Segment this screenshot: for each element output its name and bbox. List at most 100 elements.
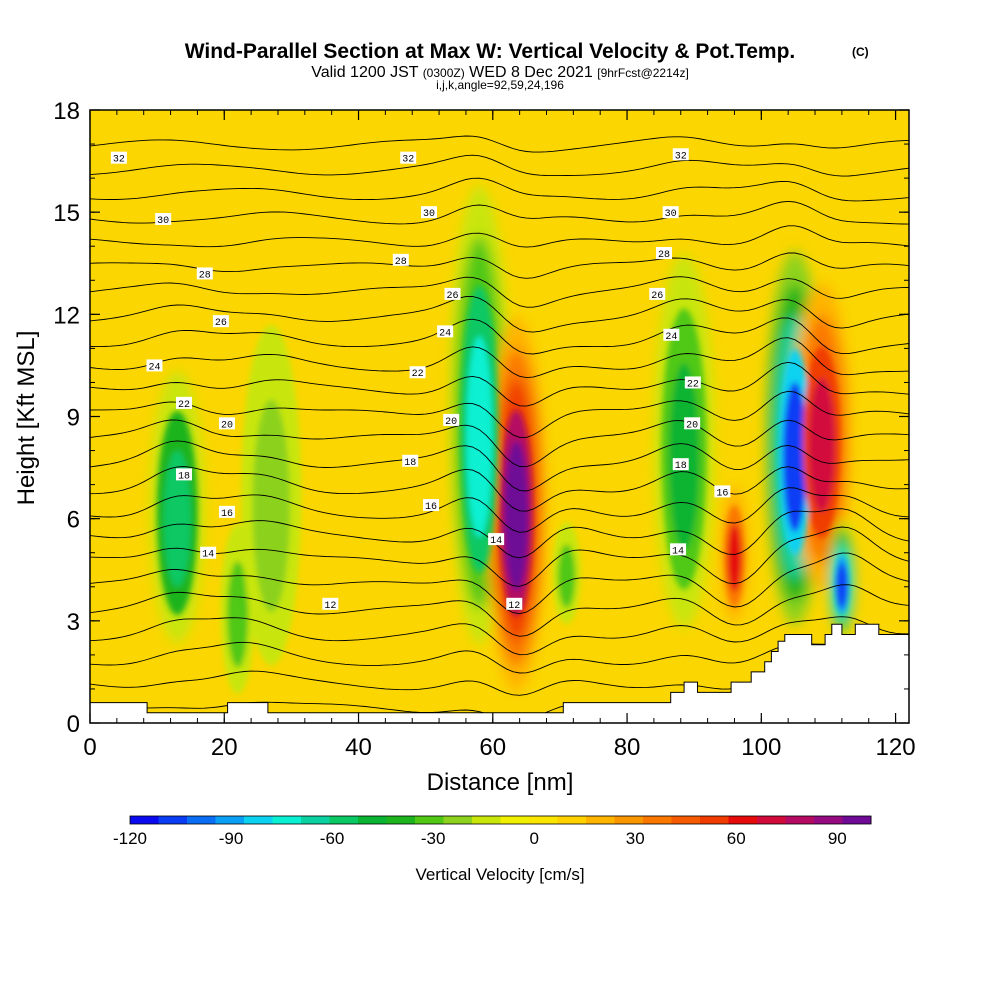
colorbar-tick-label: 60	[727, 829, 746, 848]
svg-text:28: 28	[395, 257, 407, 268]
y-tick-label: 9	[67, 405, 80, 432]
colorbar-swatch	[557, 816, 587, 824]
colorbar-swatch	[700, 816, 729, 824]
x-tick-label: 100	[741, 734, 781, 761]
svg-text:12: 12	[508, 601, 520, 612]
colorbar-swatch	[785, 816, 815, 824]
contour-label: 12	[506, 597, 523, 612]
colorbar-swatch	[187, 816, 216, 824]
contour-label: 16	[218, 505, 235, 520]
contour-label: 14	[200, 546, 217, 561]
plot-area: 32 32 32 30 30 30 28 28 28 26 26 26 24 24 24 22 22 22 20 20…	[90, 110, 909, 723]
colorbar-swatch	[500, 816, 530, 824]
pot-temp-contour-labels: 32 32 32 30 30 30 28 28 28 26 26 26 24 24 24 22 22 22 20 20…	[110, 148, 731, 612]
colorbar-swatch	[329, 816, 359, 824]
chart-subtitle: Valid 1200 JST (0300Z) WED 8 Dec 2021 [9…	[311, 64, 689, 81]
colorbar-swatch	[842, 816, 872, 824]
contour-label: 20	[218, 417, 235, 431]
svg-text:24: 24	[665, 332, 677, 343]
colorbar: -120 -90 -60 -30 0 30 60 90	[113, 815, 872, 848]
svg-text:20: 20	[686, 420, 698, 431]
velocity-cell	[227, 561, 249, 668]
colorbar-swatch	[643, 816, 672, 824]
contour-label: 28	[655, 247, 672, 261]
x-tick-label: 0	[83, 734, 96, 761]
svg-text:16: 16	[716, 488, 728, 499]
contour-label: 28	[196, 267, 213, 281]
y-tick-label: 6	[67, 507, 80, 534]
contour-label: 30	[421, 206, 438, 220]
velocity-cell	[669, 363, 700, 551]
colorbar-swatch	[671, 816, 701, 824]
contour-label: 12	[322, 597, 339, 612]
velocity-cell	[782, 382, 807, 532]
contour-label: 30	[155, 212, 172, 227]
grid-indices: i,j,k,angle=92,59,24,196	[436, 78, 564, 92]
colorbar-swatch	[215, 816, 245, 824]
pot-temp-contour	[90, 526, 909, 587]
svg-text:20: 20	[221, 420, 233, 431]
velocity-cell	[836, 563, 848, 609]
velocity-cell	[163, 450, 191, 587]
colorbar-swatch	[529, 816, 558, 824]
pot-temp-contour	[90, 225, 909, 248]
colorbar-tick-label: 30	[626, 829, 645, 848]
pot-temp-contour	[90, 390, 909, 438]
x-tick-label: 80	[614, 734, 641, 761]
pot-temp-contour	[90, 508, 909, 559]
colorbar-tick-label: -120	[113, 829, 147, 848]
colorbar-swatch	[358, 816, 387, 824]
pot-temp-contour	[90, 641, 909, 674]
pot-temp-contour	[90, 154, 909, 177]
valid-date: WED 8 Dec 2021	[469, 64, 593, 81]
svg-text:26: 26	[215, 318, 227, 329]
velocity-cell	[466, 336, 493, 538]
contour-label: 14	[488, 533, 505, 547]
forecast-info: [9hrFcst@2214z]	[597, 66, 689, 80]
svg-text:30: 30	[157, 216, 169, 227]
colorbar-swatch	[614, 816, 644, 824]
svg-text:26: 26	[447, 291, 459, 302]
colorbar-tick-label: -90	[219, 829, 244, 848]
contour-label: 26	[212, 315, 229, 329]
pot-temp-contour	[90, 584, 909, 637]
colorbar-swatch	[158, 816, 188, 824]
y-axis-title: Height [Kft MSL]	[13, 331, 40, 506]
valid-time: Valid 1200 JST	[311, 64, 419, 81]
contour-label: 32	[110, 151, 127, 166]
pot-temp-contour	[90, 466, 909, 512]
y-tick-label: 12	[53, 302, 80, 329]
svg-text:30: 30	[665, 209, 677, 220]
x-tick-label: 120	[876, 734, 916, 761]
terrain-mask	[90, 623, 909, 723]
contour-label: 20	[684, 417, 701, 431]
pot-temp-contour	[90, 616, 909, 656]
colorbar-swatch	[443, 816, 473, 824]
svg-text:32: 32	[675, 151, 687, 162]
pot-temp-contour	[90, 317, 909, 355]
pot-temp-contour	[90, 276, 909, 308]
velocity-cell	[504, 440, 529, 591]
pot-temp-contour	[90, 487, 909, 533]
colorbar-swatch	[272, 816, 302, 824]
svg-text:24: 24	[439, 328, 451, 339]
svg-text:18: 18	[675, 461, 687, 472]
contour-label: 18	[402, 454, 419, 469]
contour-label: 26	[444, 287, 461, 302]
velocity-cell	[557, 544, 576, 609]
colorbar-swatch	[415, 816, 444, 824]
pot-temp-contour	[90, 419, 909, 468]
svg-text:18: 18	[404, 458, 416, 469]
svg-text:26: 26	[651, 291, 663, 302]
contour-label: 24	[146, 359, 163, 373]
colorbar-tick-label: 90	[828, 829, 847, 848]
contour-label: 18	[672, 458, 689, 472]
svg-text:30: 30	[423, 209, 435, 220]
colorbar-tick-label: -60	[320, 829, 345, 848]
pot-temp-contour	[90, 337, 909, 379]
colorbar-swatch	[244, 816, 273, 824]
pot-temp-contour	[90, 440, 909, 492]
x-tick-label: 20	[211, 734, 238, 761]
contour-label: 32	[672, 148, 689, 162]
contour-label: 24	[437, 325, 454, 339]
